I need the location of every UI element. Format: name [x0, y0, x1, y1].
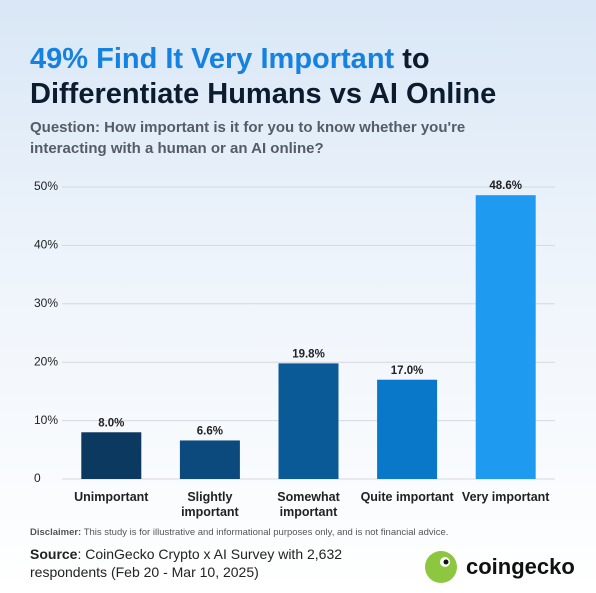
y-tick-label: 10%	[34, 413, 58, 427]
x-tick-label: Slightly important	[181, 490, 239, 519]
source-text: : CoinGecko Crypto x AI Survey with 2,63…	[30, 546, 343, 580]
y-tick-label: 50%	[34, 179, 58, 193]
disclaimer-text: This study is for illustrative and infor…	[83, 527, 449, 538]
disclaimer: Disclaimer: This study is for illustrati…	[30, 527, 448, 538]
x-tick-label: Unimportant	[74, 490, 149, 504]
source: Source: CoinGecko Crypto x AI Survey wit…	[30, 545, 390, 581]
x-tick-label: Quite important	[360, 490, 454, 504]
title-part: to	[402, 43, 430, 75]
bar	[278, 363, 339, 479]
bar	[179, 440, 240, 479]
logo-icon	[425, 551, 457, 583]
disclaimer-label: Disclaimer:	[30, 527, 82, 538]
title-highlight: 49% Find It Very Important	[30, 43, 395, 75]
bar	[81, 432, 142, 479]
bar	[475, 195, 536, 479]
subtitle: Question: How important is it for you to…	[30, 119, 466, 157]
value-label: 48.6%	[489, 180, 522, 192]
x-tick-label: Very important	[461, 490, 550, 504]
y-tick-label: 20%	[34, 354, 58, 368]
x-tick-label: Somewhat important	[277, 490, 340, 519]
value-label: 6.6%	[197, 425, 223, 437]
value-label: 19.8%	[292, 348, 325, 360]
bar	[377, 379, 438, 479]
y-tick-label: 40%	[34, 238, 58, 252]
title-part: Differentiate Humans vs AI Online	[30, 78, 497, 110]
title: 49% Find It Very Important to Differentia…	[30, 42, 496, 112]
y-tick-label: 0	[34, 471, 41, 485]
y-tick-label: 30%	[34, 296, 58, 310]
logo-text: coingecko	[466, 554, 575, 579]
logo: coingecko	[424, 550, 575, 584]
value-label: 17.0%	[391, 365, 424, 377]
value-label: 8.0%	[98, 417, 124, 429]
source-label: Source	[30, 546, 78, 562]
